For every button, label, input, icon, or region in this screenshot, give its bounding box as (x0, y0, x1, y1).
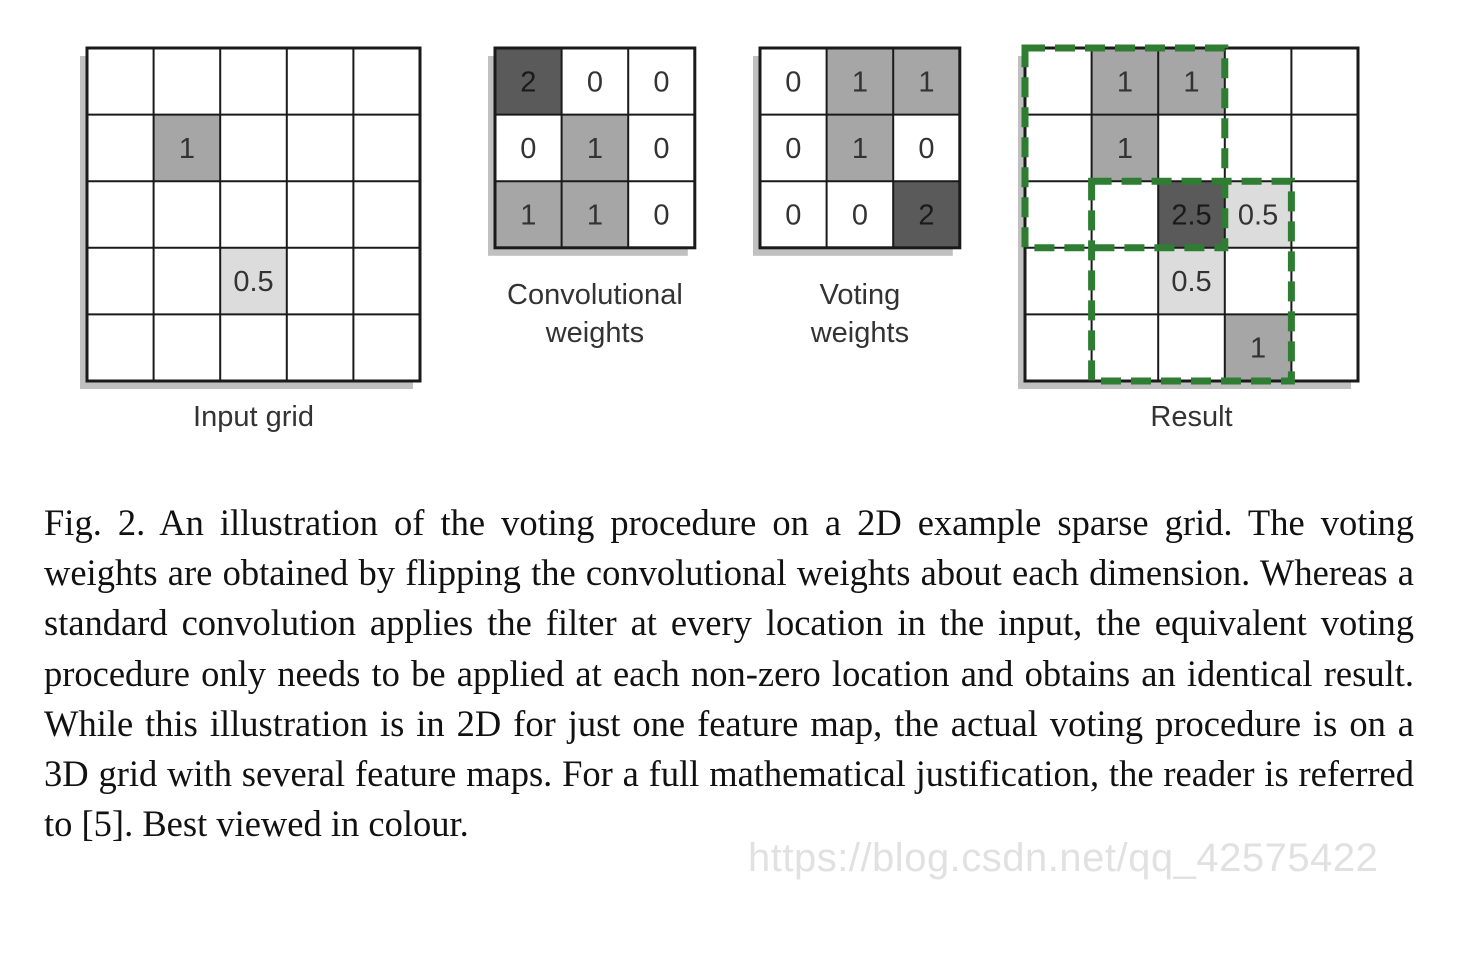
grid-cell (760, 181, 827, 248)
grid-cell (561, 48, 629, 115)
grid-cell (893, 114, 960, 182)
grid-cell (1224, 314, 1292, 381)
caption-text: An illustration of the voting procedure … (44, 502, 1414, 845)
grid-cell (826, 48, 894, 115)
panel-border (493, 46, 697, 250)
grid-cell (628, 48, 695, 115)
cell-value: 0 (918, 133, 934, 165)
panel-background (87, 48, 420, 381)
cell-value: 0 (653, 133, 669, 165)
panel-label-line: Convolutional (507, 279, 683, 311)
grid-cell (893, 181, 960, 248)
grid-cell (760, 48, 827, 115)
cell-value: 0 (785, 133, 801, 165)
panel-label: Result (1150, 401, 1232, 433)
cell-value: 1 (1117, 66, 1133, 98)
voting-window-box (1088, 177, 1295, 385)
grid-cell (495, 114, 562, 182)
cell-value: 0 (852, 200, 868, 232)
grid-cell (826, 181, 894, 248)
cell-value: 1 (1117, 133, 1133, 165)
panel-label-line: weights (810, 317, 909, 349)
cell-value: 1 (918, 66, 934, 98)
voting-window-box (1021, 44, 1229, 252)
cell-value: 1 (587, 200, 603, 232)
panel-border (85, 46, 422, 383)
grid-cell (1158, 48, 1225, 115)
grid-cell (561, 114, 629, 182)
cell-value: 1 (179, 133, 195, 165)
grid-cell (893, 48, 960, 115)
cell-value: 0.5 (1171, 266, 1211, 298)
cell-value: 0 (587, 66, 603, 98)
panel-border (758, 46, 962, 250)
cell-value: 0 (785, 66, 801, 98)
cell-value: 1 (520, 200, 536, 232)
cell-value: 1 (1183, 66, 1199, 98)
grid-cell (495, 181, 562, 248)
panel-label: Voting weights (810, 279, 909, 349)
cell-value: 2 (918, 200, 934, 232)
grid-cell (495, 48, 562, 115)
grid-cell (1091, 48, 1159, 115)
panel-label-line: weights (545, 317, 644, 349)
cell-value: 0 (785, 200, 801, 232)
grid-cell (561, 181, 629, 248)
result-panel: 1 1 1 2.5 0.5 0.5 1 Result (1018, 44, 1360, 433)
cell-value: 0.5 (233, 266, 273, 298)
cell-value: 0 (520, 133, 536, 165)
cell-value: 1 (1250, 333, 1266, 365)
grid-cell (1091, 114, 1159, 182)
grid-cell (628, 114, 695, 182)
cell-value: 2.5 (1171, 200, 1211, 232)
cell-value: 1 (587, 133, 603, 165)
convolutional-weights-panel: 2 0 0 0 1 0 1 1 0 Convolutional weights (488, 46, 697, 349)
voting-weights-panel: 0 1 1 0 1 0 0 0 2 Voting weights (753, 46, 962, 349)
grid-cell (1224, 181, 1292, 248)
panel-label: Convolutional weights (507, 279, 683, 349)
caption-label: Fig. 2. (44, 502, 146, 543)
panel-label: Input grid (193, 401, 314, 433)
grid-cell (1158, 181, 1225, 248)
cell-value: 1 (852, 133, 868, 165)
grid-cell (628, 181, 695, 248)
grid-cell (220, 247, 287, 315)
input-grid-panel: 1 0.5 Input grid (80, 46, 422, 433)
cell-value: 2 (520, 66, 536, 98)
cell-value: 1 (852, 66, 868, 98)
panel-label-line: Voting (820, 279, 901, 311)
cell-value: 0.5 (1238, 200, 1278, 232)
figure-illustration: 1 0.5 Input grid 2 0 0 0 1 0 1 1 0 Convolutional wei… (80, 44, 1360, 433)
grid-cell (826, 114, 894, 182)
cell-value: 0 (653, 200, 669, 232)
grid-cell (153, 114, 221, 182)
grid-cell (1158, 247, 1225, 315)
cell-value: 0 (653, 66, 669, 98)
grid-cell (760, 114, 827, 182)
figure-caption: Fig. 2. An illustration of the voting pro… (44, 498, 1414, 849)
